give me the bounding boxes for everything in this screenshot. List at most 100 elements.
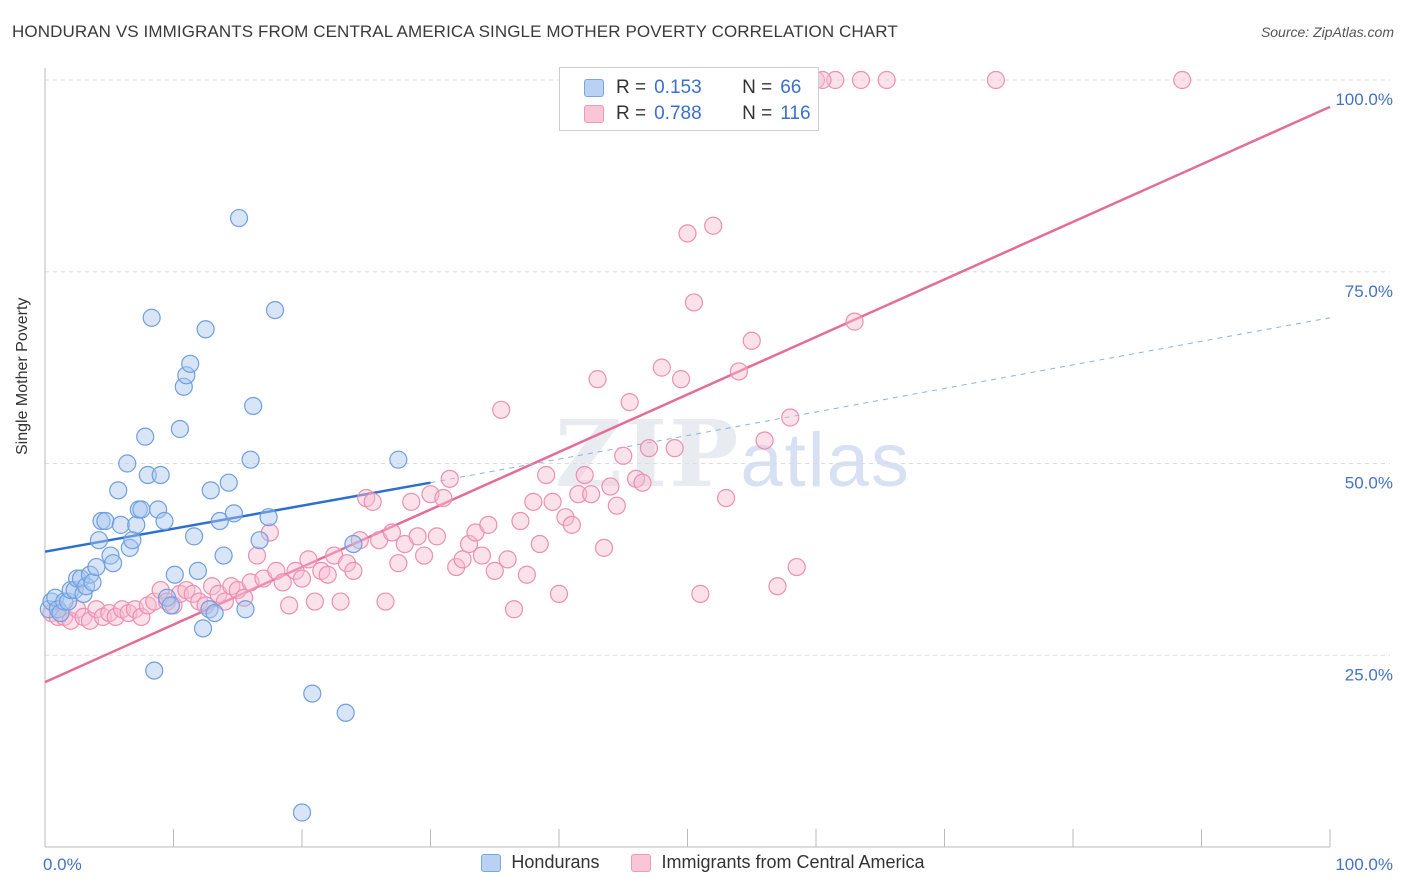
data-point-immigrants	[787, 557, 806, 577]
legend-r-label: R =	[616, 103, 647, 124]
data-point-hondurans	[118, 454, 137, 473]
data-point-hondurans	[250, 531, 269, 550]
data-point-hondurans	[224, 504, 243, 523]
data-point-immigrants	[543, 492, 562, 511]
data-point-immigrants	[530, 534, 549, 554]
data-point-immigrants	[826, 70, 845, 90]
data-point-immigrants	[363, 492, 382, 511]
data-point-immigrants	[402, 492, 421, 511]
data-point-immigrants	[665, 439, 684, 458]
data-point-immigrants	[639, 439, 659, 458]
data-point-immigrants	[498, 550, 517, 569]
data-point-immigrants	[305, 592, 324, 611]
data-point-hondurans	[229, 208, 249, 228]
y-tick-label: 100.0%	[1335, 90, 1393, 109]
data-point-hondurans	[205, 603, 224, 623]
data-point-hondurans	[161, 596, 181, 615]
data-point-immigrants	[318, 565, 337, 584]
data-point-immigrants	[781, 408, 800, 427]
data-point-hondurans	[241, 450, 260, 469]
data-point-hondurans	[188, 561, 208, 580]
data-point-hondurans	[210, 511, 229, 531]
data-point-immigrants	[331, 592, 350, 611]
data-point-immigrants	[517, 565, 536, 584]
data-point-hondurans	[148, 500, 168, 519]
data-point-immigrants	[344, 561, 363, 580]
data-point-immigrants	[504, 600, 524, 619]
legend-item-immigrants[interactable]: Immigrants from Central America	[631, 852, 925, 873]
series-immigrants-points	[42, 70, 1192, 630]
data-point-hondurans	[92, 511, 111, 531]
data-point-immigrants	[691, 584, 710, 603]
data-point-hondurans	[109, 481, 128, 500]
data-point-immigrants	[382, 523, 402, 542]
tick-labels: 25.0% 50.0% 75.0% 100.0% 0.0% 100.0%	[43, 90, 1393, 874]
legend-row-hondurans: R = 0.153 N = 66	[584, 76, 801, 100]
data-point-immigrants	[408, 527, 427, 546]
data-point-immigrants	[215, 592, 234, 611]
data-point-hondurans	[132, 500, 151, 519]
data-point-immigrants	[537, 465, 556, 485]
data-point-immigrants	[292, 569, 312, 588]
data-point-immigrants	[414, 546, 434, 565]
data-point-hondurans	[219, 473, 238, 492]
data-point-immigrants	[716, 488, 736, 508]
data-point-immigrants	[652, 358, 671, 377]
data-point-immigrants	[273, 573, 292, 592]
data-point-hondurans	[259, 508, 278, 527]
data-point-hondurans	[96, 511, 115, 531]
data-point-immigrants	[562, 515, 581, 534]
data-point-hondurans	[138, 465, 157, 485]
data-point-hondurans	[177, 366, 196, 385]
data-point-hondurans	[89, 531, 109, 550]
data-point-hondurans	[59, 592, 78, 611]
series-legend: Hondurans Immigrants from Central Americ…	[0, 852, 1406, 873]
trend-line-hondurans-dashed	[430, 317, 1331, 484]
legend-n-value: 66	[780, 77, 802, 98]
data-point-immigrants	[440, 469, 459, 488]
data-point-hondurans	[214, 546, 233, 565]
source-credit[interactable]: Source: ZipAtlas.com	[1260, 24, 1394, 40]
data-point-immigrants	[582, 485, 601, 504]
data-point-immigrants	[492, 400, 511, 419]
data-point-immigrants	[1173, 70, 1192, 90]
data-point-immigrants	[132, 607, 151, 627]
data-point-immigrants	[427, 527, 447, 546]
data-point-hondurans	[184, 527, 204, 546]
data-point-hondurans	[83, 573, 102, 592]
axes	[44, 68, 1331, 848]
data-point-immigrants	[594, 538, 614, 557]
data-point-hondurans	[65, 580, 84, 600]
data-point-hondurans	[151, 465, 170, 485]
data-point-immigrants	[376, 592, 395, 611]
data-point-immigrants	[671, 370, 691, 389]
data-point-immigrants	[986, 70, 1006, 90]
data-point-immigrants	[614, 446, 633, 465]
data-point-hondurans	[265, 301, 285, 320]
data-point-hondurans	[174, 377, 193, 396]
data-point-immigrants	[511, 511, 530, 531]
correlation-legend: R = 0.153 N = 66 R = 0.788 N = 116	[559, 67, 819, 131]
data-point-immigrants	[620, 393, 639, 412]
legend-swatch-blue	[584, 79, 604, 97]
legend-item-hondurans[interactable]: Hondurans	[481, 852, 599, 873]
data-point-immigrants	[678, 224, 697, 243]
data-point-hondurans	[170, 419, 190, 439]
trend-line-hondurans	[44, 481, 431, 553]
data-point-hondurans	[142, 308, 161, 327]
data-point-hondurans	[104, 554, 123, 573]
chart-title: HONDURAN VS IMMIGRANTS FROM CENTRAL AMER…	[12, 22, 898, 41]
x-tick-label: 100.0%	[1335, 855, 1393, 874]
data-point-immigrants	[845, 312, 864, 331]
y-tick-label: 25.0%	[1345, 665, 1393, 684]
legend-swatch-blue	[481, 853, 502, 872]
data-point-hondurans	[55, 592, 74, 611]
legend-r-label: R =	[616, 77, 647, 98]
legend-row-immigrants: R = 0.788 N = 116	[584, 102, 811, 126]
data-point-immigrants	[524, 492, 543, 511]
grid-lines	[45, 79, 1390, 656]
data-point-hondurans	[292, 803, 312, 822]
legend-item-label: Immigrants from Central America	[661, 852, 925, 872]
data-point-hondurans	[165, 565, 184, 584]
data-point-immigrants	[768, 577, 787, 596]
